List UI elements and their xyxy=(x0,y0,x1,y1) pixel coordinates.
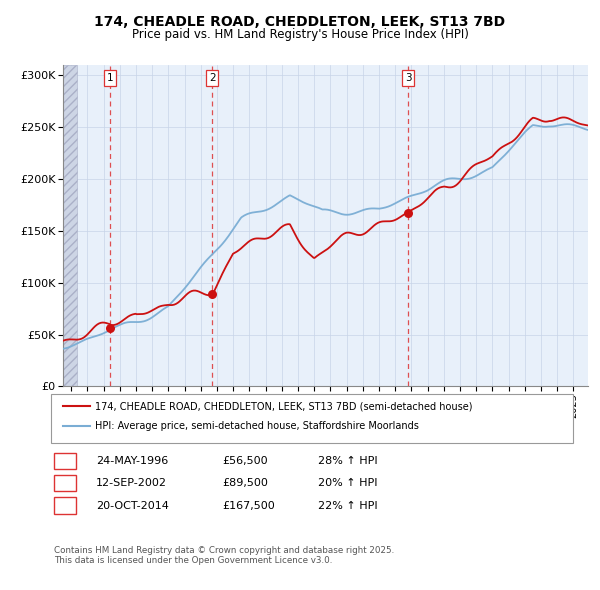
Text: 3: 3 xyxy=(405,73,412,83)
Text: 20% ↑ HPI: 20% ↑ HPI xyxy=(318,478,377,488)
Text: HPI: Average price, semi-detached house, Staffordshire Moorlands: HPI: Average price, semi-detached house,… xyxy=(95,421,419,431)
Text: Contains HM Land Registry data © Crown copyright and database right 2025.
This d: Contains HM Land Registry data © Crown c… xyxy=(54,546,394,565)
Text: 28% ↑ HPI: 28% ↑ HPI xyxy=(318,456,377,466)
Text: 12-SEP-2002: 12-SEP-2002 xyxy=(96,478,167,488)
Text: £89,500: £89,500 xyxy=(222,478,268,488)
Text: 2: 2 xyxy=(209,73,215,83)
Text: Price paid vs. HM Land Registry's House Price Index (HPI): Price paid vs. HM Land Registry's House … xyxy=(131,28,469,41)
Text: 1: 1 xyxy=(106,73,113,83)
Text: 24-MAY-1996: 24-MAY-1996 xyxy=(96,456,168,466)
Text: 174, CHEADLE ROAD, CHEDDLETON, LEEK, ST13 7BD (semi-detached house): 174, CHEADLE ROAD, CHEDDLETON, LEEK, ST1… xyxy=(95,401,472,411)
Text: 2: 2 xyxy=(61,478,68,488)
Text: 1: 1 xyxy=(61,456,68,466)
Text: 174, CHEADLE ROAD, CHEDDLETON, LEEK, ST13 7BD: 174, CHEADLE ROAD, CHEDDLETON, LEEK, ST1… xyxy=(94,15,506,29)
Text: 3: 3 xyxy=(61,501,68,510)
Text: £56,500: £56,500 xyxy=(222,456,268,466)
Bar xyxy=(63,65,77,386)
Text: 22% ↑ HPI: 22% ↑ HPI xyxy=(318,501,377,510)
Text: 20-OCT-2014: 20-OCT-2014 xyxy=(96,501,169,510)
Text: £167,500: £167,500 xyxy=(222,501,275,510)
